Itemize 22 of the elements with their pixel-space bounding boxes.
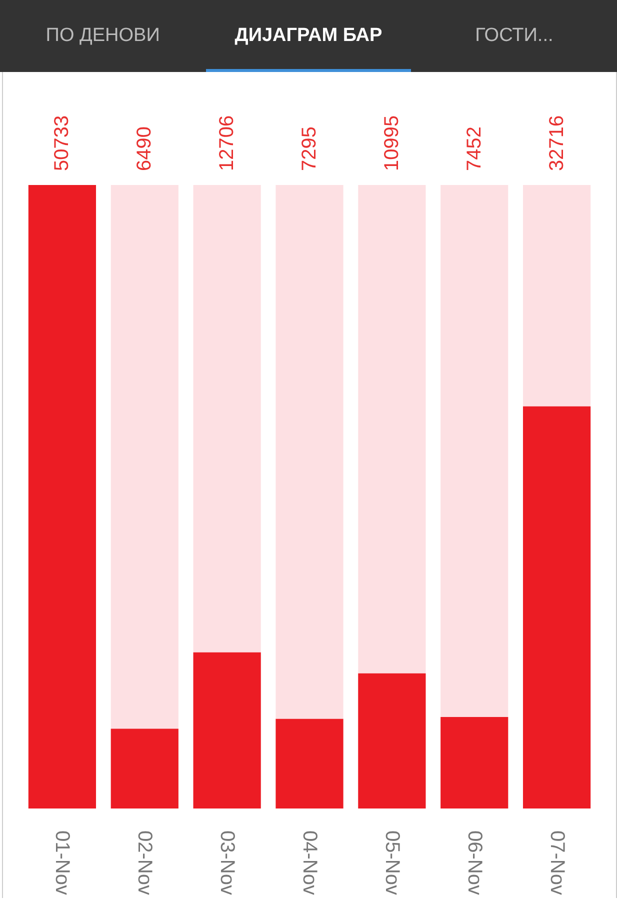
data-label: 7452 bbox=[463, 126, 486, 171]
bar bbox=[358, 673, 426, 809]
text: ДИЈАГРАМ БАР bbox=[206, 0, 412, 72]
text: ПО ДЕНОВИ bbox=[44, 24, 161, 48]
data-label: 32716 bbox=[546, 115, 568, 171]
data-label: 12706 bbox=[216, 115, 238, 171]
x-tick-label: 05-Nov bbox=[380, 830, 403, 896]
bar bbox=[110, 728, 178, 809]
x-tick-label: 03-Nov bbox=[216, 830, 238, 896]
x-tick-label: 02-Nov bbox=[134, 830, 156, 896]
data-label: 10995 bbox=[380, 115, 403, 171]
x-tick-label: 01-Nov bbox=[51, 830, 74, 896]
data-label: 7295 bbox=[298, 126, 320, 171]
x-tick-label: 04-Nov bbox=[298, 830, 320, 896]
text: ГОСТИ... bbox=[474, 24, 554, 48]
bar bbox=[440, 716, 508, 809]
x-tick-label: 07-Nov bbox=[546, 830, 568, 896]
data-label: 50733 bbox=[51, 115, 74, 171]
bar bbox=[193, 652, 261, 809]
data-label: 6490 bbox=[134, 126, 156, 171]
x-tick-label: 06-Nov bbox=[463, 830, 486, 896]
bar bbox=[276, 718, 344, 809]
